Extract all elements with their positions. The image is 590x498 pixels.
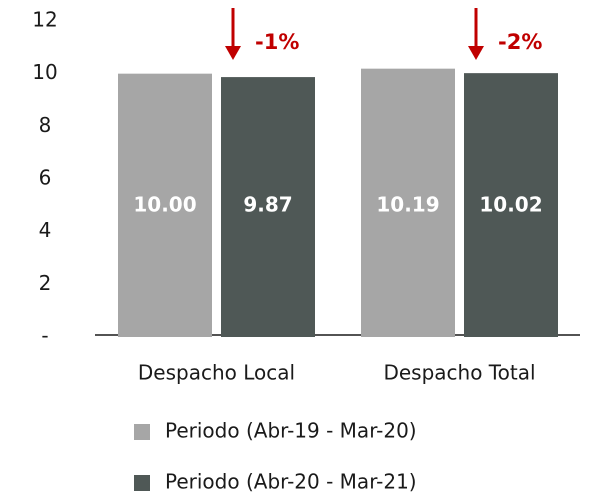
data-label: 10.19 [376,193,439,217]
y-tick-label: - [41,324,48,348]
y-tick-label: 10 [32,60,57,84]
annotation: -2% [498,30,542,54]
arrow-head [468,46,484,60]
bar [118,73,212,338]
bar [464,73,558,337]
x-tick-label: Despacho Local [138,361,295,385]
x-tick-label: Despacho Total [383,361,535,385]
legend-label: Periodo (Abr-20 - Mar-21) [165,470,417,494]
y-tick-label: 8 [39,113,52,137]
y-tick-label: 4 [39,218,52,242]
y-tick-label: 12 [32,8,57,32]
y-tick-label: 2 [39,271,52,295]
legend-swatch [134,424,150,440]
bar [361,68,455,337]
y-tick-label: 6 [39,166,52,190]
annotation: -1% [255,30,299,54]
bar [221,77,315,337]
legend-swatch [134,475,150,491]
data-label: 10.00 [133,193,196,217]
legend-label: Periodo (Abr-19 - Mar-20) [165,419,417,443]
data-label: 10.02 [479,193,542,217]
arrow-head [225,46,241,60]
data-label: 9.87 [243,193,292,217]
